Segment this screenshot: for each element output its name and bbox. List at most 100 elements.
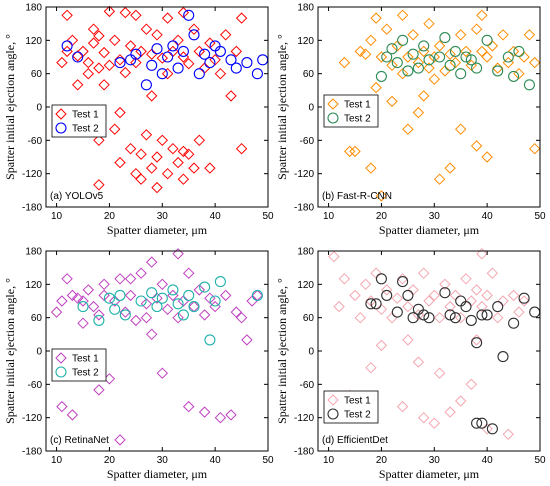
data-point-circle xyxy=(365,298,377,310)
data-point-diamond xyxy=(108,34,121,47)
x-tick-label: 50 xyxy=(534,455,546,466)
chart-panel-2: 10 20 30 40 50 -180 -120 -60 0 60 120 180 Spatter di… xyxy=(275,3,546,238)
legend-entry-label: Test 1 xyxy=(344,396,371,407)
data-point-diamond xyxy=(444,300,456,313)
data-point-diamond xyxy=(161,12,174,24)
legend-box xyxy=(51,104,107,138)
data-point-diamond xyxy=(491,62,504,74)
data-point-diamond xyxy=(225,90,237,102)
data-point-diamond xyxy=(433,311,446,324)
data-point-diamond xyxy=(98,79,110,91)
data-point-diamond xyxy=(114,156,126,169)
data-point-diamond xyxy=(108,295,121,307)
data-point-circle xyxy=(471,417,483,429)
data-point-diamond xyxy=(114,106,126,119)
data-point-circle xyxy=(61,40,73,52)
y-tick-label: -180 xyxy=(294,203,314,214)
data-point-diamond xyxy=(151,151,163,163)
data-point-diamond xyxy=(433,367,446,379)
data-point-diamond xyxy=(156,367,169,379)
data-point-diamond xyxy=(182,57,195,70)
data-point-diamond xyxy=(145,48,158,60)
data-point-diamond xyxy=(454,29,467,41)
data-point-diamond xyxy=(412,356,425,368)
data-point-diamond xyxy=(82,67,95,80)
data-point-circle xyxy=(209,295,221,307)
panel-label: (d) EfficientDet xyxy=(322,435,388,446)
plot-area xyxy=(328,248,541,441)
data-point-diamond xyxy=(428,289,441,302)
data-point-diamond xyxy=(124,273,137,285)
x-axis-label: Spatter diameter, μm xyxy=(379,223,480,237)
y-tick-label: 60 xyxy=(303,313,315,324)
y-tick-label: -120 xyxy=(22,413,42,424)
data-point-diamond xyxy=(396,400,409,413)
data-point-diamond xyxy=(103,59,116,72)
y-tick-label: 60 xyxy=(31,69,43,80)
legend-box xyxy=(51,348,107,382)
data-point-diamond xyxy=(204,162,216,174)
x-tick-label: 20 xyxy=(104,211,116,222)
x-tick-label: 20 xyxy=(376,211,388,222)
data-point-diamond xyxy=(386,95,398,108)
data-point-circle xyxy=(497,351,509,363)
data-point-circle xyxy=(114,57,126,69)
data-point-diamond xyxy=(423,295,435,307)
legend-box xyxy=(323,94,379,128)
series-2 xyxy=(61,9,269,91)
series-2 xyxy=(375,32,535,91)
data-point-diamond xyxy=(193,284,206,296)
data-point-circle xyxy=(225,54,237,66)
data-point-circle xyxy=(381,51,393,63)
x-axis-label: Spatter diameter, μm xyxy=(379,467,480,481)
y-tick-label: 120 xyxy=(297,280,314,291)
data-point-circle xyxy=(471,337,483,349)
data-point-diamond xyxy=(130,167,142,180)
data-point-diamond xyxy=(198,62,211,74)
data-point-diamond xyxy=(119,306,132,318)
data-point-circle xyxy=(103,292,115,304)
data-point-diamond xyxy=(61,9,73,22)
series-1 xyxy=(50,248,264,446)
data-point-circle xyxy=(529,306,541,318)
x-tick-label: 30 xyxy=(157,211,169,222)
y-tick-label: -180 xyxy=(22,447,42,458)
data-point-diamond xyxy=(209,300,221,313)
data-point-circle xyxy=(109,303,121,315)
x-tick-label: 30 xyxy=(157,455,169,466)
data-point-diamond xyxy=(219,29,232,41)
data-point-diamond xyxy=(354,45,367,58)
data-point-diamond xyxy=(528,142,541,155)
data-point-diamond xyxy=(87,37,100,49)
y-tick-label: -60 xyxy=(300,136,315,147)
y-axis-label: Spatter initial ejection angle, ° xyxy=(275,278,289,424)
data-point-circle xyxy=(476,417,488,429)
data-point-circle xyxy=(397,276,409,288)
data-point-diamond xyxy=(230,45,243,58)
data-point-diamond xyxy=(93,30,105,42)
data-point-circle xyxy=(130,48,142,60)
data-point-diamond xyxy=(380,23,393,35)
y-tick-label: -120 xyxy=(294,169,314,180)
data-point-diamond xyxy=(151,181,163,194)
data-point-diamond xyxy=(235,12,248,24)
data-point-diamond xyxy=(145,90,158,102)
data-point-diamond xyxy=(396,273,409,285)
data-point-diamond xyxy=(235,311,248,324)
data-point-diamond xyxy=(433,40,446,52)
data-point-diamond xyxy=(439,278,451,291)
data-point-diamond xyxy=(476,300,488,313)
data-point-diamond xyxy=(93,179,105,191)
data-point-diamond xyxy=(465,295,478,307)
data-point-diamond xyxy=(114,54,126,66)
data-point-circle xyxy=(439,32,451,44)
data-point-diamond xyxy=(161,167,174,180)
data-point-diamond xyxy=(502,56,515,69)
y-tick-label: -120 xyxy=(294,413,314,424)
data-point-diamond xyxy=(182,148,195,160)
data-point-circle xyxy=(465,54,477,66)
legend-marker-circle xyxy=(327,408,339,420)
data-point-diamond xyxy=(518,51,530,63)
data-point-circle xyxy=(523,79,535,91)
data-point-diamond xyxy=(135,148,147,160)
